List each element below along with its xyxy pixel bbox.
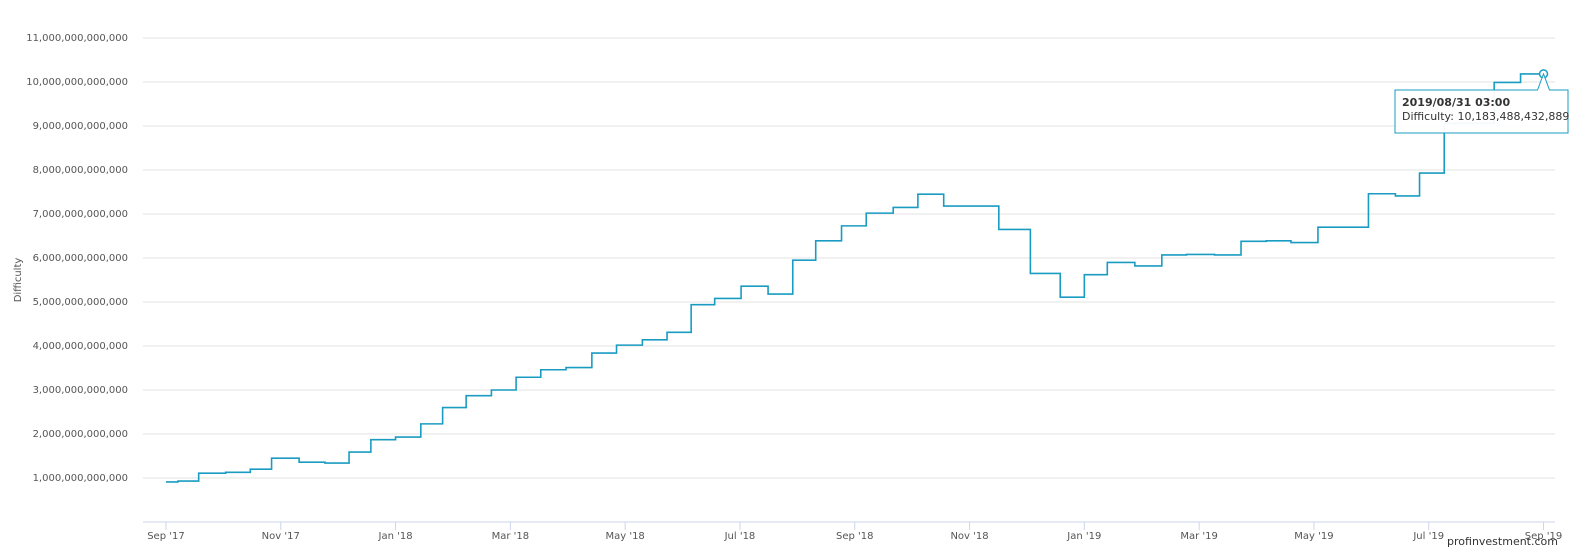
- x-tick-label: Sep '19: [1525, 531, 1563, 542]
- y-tick-label: 4,000,000,000,000: [33, 341, 128, 352]
- y-tick-label: 2,000,000,000,000: [33, 429, 128, 440]
- watermark: profinvestment.com: [1447, 535, 1558, 548]
- y-tick-label: 11,000,000,000,000: [26, 33, 128, 44]
- x-tick-label: May '18: [605, 531, 644, 542]
- y-tick-label: 1,000,000,000,000: [33, 473, 128, 484]
- y-tick-label: 3,000,000,000,000: [33, 385, 128, 396]
- x-tick-label: Sep '17: [147, 531, 185, 542]
- y-tick-label: 9,000,000,000,000: [33, 121, 128, 132]
- x-tick-label: Nov '17: [262, 531, 300, 542]
- x-tick-label: Jul '19: [1412, 531, 1444, 542]
- x-tick-label: Jan '18: [378, 531, 413, 542]
- tooltip-box: [1394, 72, 1569, 134]
- y-tick-label: 7,000,000,000,000: [33, 209, 128, 220]
- x-tick-label: Mar '19: [1180, 531, 1218, 542]
- y-tick-label: 6,000,000,000,000: [33, 253, 128, 264]
- data-line: [165, 73, 1544, 483]
- y-axis-label: Difficulty: [13, 258, 24, 303]
- tooltip-text: Difficulty: 10,183,488,432,889: [1402, 110, 1569, 123]
- tooltip-title: 2019/08/31 03:00: [1402, 96, 1510, 109]
- x-tick-label: Jan '19: [1066, 531, 1101, 542]
- x-tick-label: Mar '18: [492, 531, 530, 542]
- x-tick-label: Sep '18: [836, 531, 874, 542]
- y-tick-label: 8,000,000,000,000: [33, 165, 128, 176]
- x-tick-label: May '19: [1294, 531, 1333, 542]
- x-tick-label: Jul '18: [724, 531, 756, 542]
- x-tick-label: Nov '18: [950, 531, 988, 542]
- y-tick-label: 5,000,000,000,000: [33, 297, 128, 308]
- y-tick-label: 10,000,000,000,000: [26, 77, 128, 88]
